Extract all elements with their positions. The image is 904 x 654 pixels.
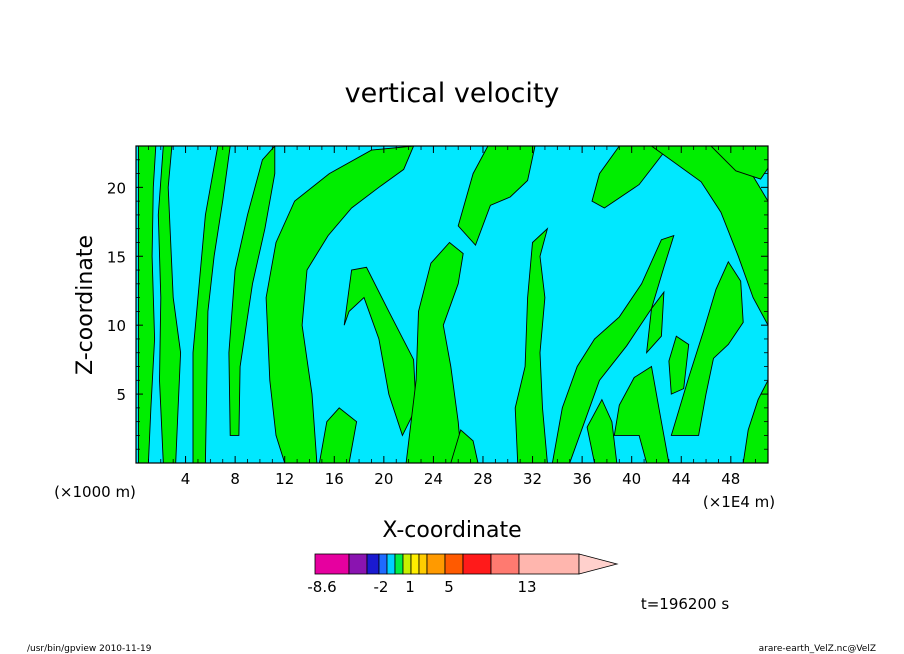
colorbar-swatch [402,553,412,575]
x-unit-right: (×1E4 m) [703,493,775,511]
contour-region-8 [405,241,464,463]
colorbar-label: 13 [517,578,536,596]
contour-region-14 [613,365,670,463]
y-axis-label: Z-coordinate [73,235,98,375]
x-tick-label: 24 [424,470,443,488]
colorbar-swatch [386,553,396,575]
x-tick-label: 48 [721,470,740,488]
y-tick-label: 20 [107,179,126,197]
footer-right: arare-earth_VelZ.nc@VelZ [759,644,876,654]
colorbar-swatch [348,553,368,575]
x-unit-left: (×1000 m) [54,483,136,501]
contour-regions [138,146,768,463]
colorbar-arrow [578,553,619,575]
contour-region-15 [645,290,665,355]
contour-region-2 [157,146,182,463]
x-tick-label: 36 [573,470,592,488]
x-tick-label: 32 [523,470,542,488]
colorbar-swatch [378,553,388,575]
colorbar-swatch [426,553,446,575]
y-tick-label: 15 [107,248,126,266]
x-tick-label: 8 [230,470,240,488]
x-tick-label: 20 [374,470,393,488]
contour-region-5 [265,146,415,463]
plot-frame [135,145,769,464]
time-label: t=196200 s [641,595,729,613]
contour-region-16 [591,146,670,209]
footer-left: /usr/bin/gpview 2010-11-19 [27,644,152,654]
colorbar-swatch [410,553,420,575]
colorbar-swatch [418,553,428,575]
contour-region-11 [514,227,549,463]
x-axis-label: X-coordinate [382,518,521,543]
contour-region-3 [192,146,231,463]
contour-region-19 [742,380,768,463]
contour-region-21 [668,335,690,395]
x-tick-label: 40 [622,470,641,488]
plot-area [135,145,769,464]
x-tick-label: 12 [275,470,294,488]
colorbar-swatch [518,553,580,575]
contour-region-18 [670,260,744,436]
x-axis: 4 8 12 16 20 24 28 32 36 40 44 48 [147,146,757,488]
colorbar-swatch [314,553,350,575]
contour-region-1 [138,146,157,463]
colorbar-swatch [366,553,380,575]
x-tick-label: 28 [473,470,492,488]
y-axis: 5 10 15 20 [107,159,768,450]
colorbar-swatch [462,553,492,575]
colorbar [314,553,619,575]
colorbar-label: 1 [405,578,415,596]
contour-region-7 [343,266,417,437]
contour-region-6 [318,407,358,463]
colorbar-label: -2 [374,578,389,596]
y-tick-label: 5 [116,386,126,404]
contour-region-9 [450,429,479,463]
chart-title: vertical velocity [345,78,560,109]
colorbar-label: -8.6 [307,578,336,596]
colorbar-swatch [394,553,404,575]
x-tick-label: 4 [181,470,191,488]
contour-region-10 [457,146,536,247]
contour-region-4 [228,146,276,436]
colorbar-label: 5 [444,578,454,596]
colorbar-swatch [444,553,464,575]
contour-region-13 [586,398,618,463]
x-tick-label: 16 [325,470,344,488]
y-tick-label: 10 [107,317,126,335]
colorbar-labels: -8.6 -2 1 5 13 [307,578,536,596]
colorbar-swatch [490,553,520,575]
contour-region-12 [551,234,675,463]
x-tick-label: 44 [672,470,691,488]
